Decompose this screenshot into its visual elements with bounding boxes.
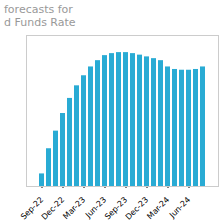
html-text:d Funds Rate: d Funds Rate — [4, 16, 76, 29]
svg-text:Sep-22: Sep-22 — [19, 195, 46, 222]
svg-text:Mar-24: Mar-24 — [145, 195, 171, 221]
svg-text:Mar-23: Mar-23 — [61, 195, 87, 221]
html-text:forecasts for: forecasts for — [4, 3, 73, 16]
svg-text:Dec-23: Dec-23 — [124, 195, 151, 222]
svg-text:Sep-23: Sep-23 — [103, 195, 130, 222]
svg-text:Jun-23: Jun-23 — [83, 195, 109, 220]
svg-text:Dec-22: Dec-22 — [40, 195, 67, 222]
svg-text:Jun-24: Jun-24 — [167, 195, 192, 220]
